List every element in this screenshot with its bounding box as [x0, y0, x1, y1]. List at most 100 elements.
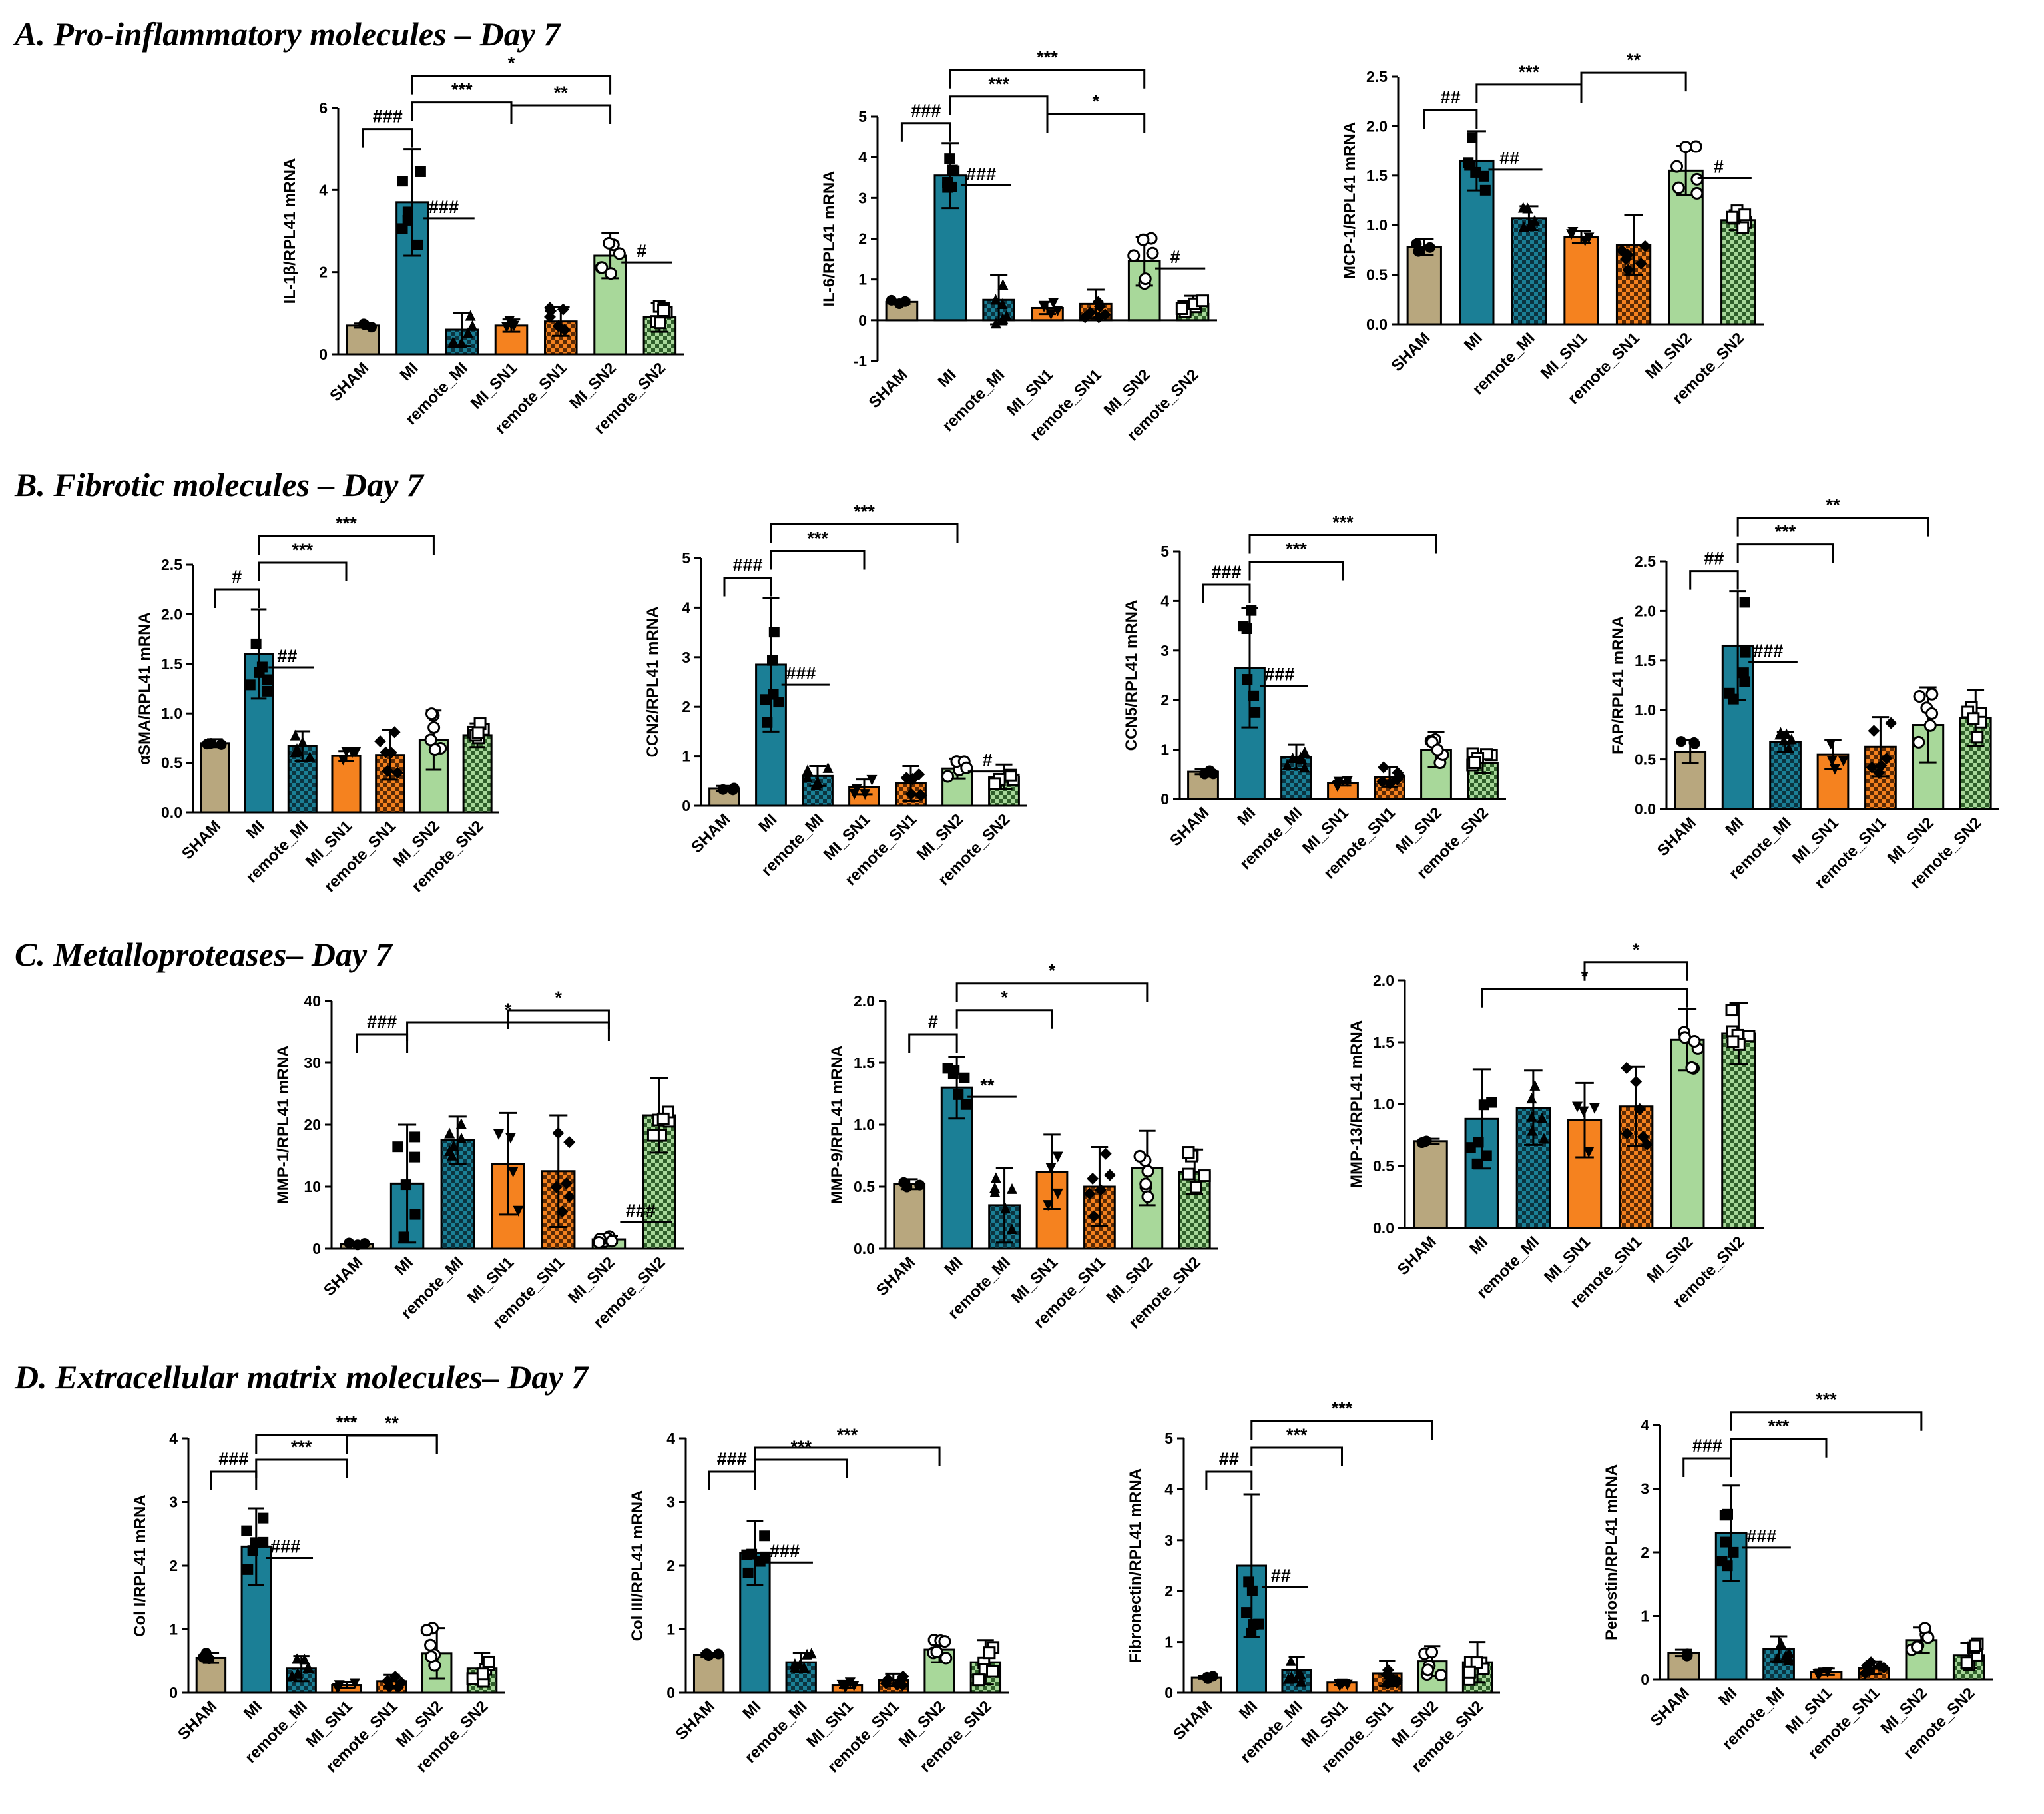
significance-label: **: [385, 1413, 399, 1433]
significance-label: ***: [1775, 522, 1796, 542]
data-point-MI_SN2: [930, 1645, 943, 1658]
significance-label: *: [1093, 91, 1100, 111]
data-point-MI_SN2: [425, 707, 438, 721]
data-point-MI: [742, 1567, 754, 1578]
y-tick-label: 3: [1160, 642, 1169, 659]
y-tick-label: 0.5: [1635, 751, 1656, 768]
significance-label: ###: [429, 197, 459, 217]
data-point-MI: [402, 214, 413, 226]
data-point-SHAM: [894, 298, 905, 310]
data-point-remote_MI: [447, 336, 459, 348]
significance-bracket: [346, 1434, 438, 1454]
data-point-MI_SN2: [1679, 141, 1692, 154]
data-point-remote_SN1: [897, 1670, 909, 1683]
x-tick-label: MI_SN2: [1643, 1233, 1696, 1286]
y-tick-label: 1.0: [854, 1116, 875, 1133]
data-point-MI_SN1: [493, 1129, 504, 1140]
data-point-remote_SN1: [382, 764, 394, 777]
data-point-SHAM: [914, 1179, 925, 1191]
data-point-remote_SN1: [552, 320, 565, 332]
y-tick-label: 4: [682, 599, 690, 616]
y-tick-label: 2: [319, 264, 328, 281]
significance-bracket: [955, 982, 1149, 1002]
data-point-remote_SN2: [1968, 1639, 1981, 1652]
data-point-MI_SN2: [1421, 1663, 1435, 1677]
data-point-MI: [415, 166, 426, 177]
y-tick-label: 0: [1641, 1671, 1649, 1688]
data-point-remote_SN1: [1641, 1138, 1653, 1151]
significance-label: ***: [336, 513, 357, 533]
significance-label: ***: [1332, 513, 1354, 533]
significance-label: ###: [911, 101, 941, 121]
data-point-MI_SN1: [1043, 1200, 1054, 1211]
significance-label: ***: [988, 74, 1009, 94]
significance-label: *: [555, 988, 562, 1008]
data-point-remote_SN1: [1087, 1172, 1099, 1185]
data-point-MI_SN1: [836, 1679, 848, 1691]
data-point-MI_SN2: [420, 1624, 433, 1637]
x-tick-label: SHAM: [1170, 1697, 1216, 1743]
y-axis-label: CCN5/RPL41 mRNA: [1123, 600, 1141, 751]
data-point-remote_SN1: [891, 1678, 903, 1691]
data-point-remote_MI: [290, 729, 301, 741]
data-point-MI_SN1: [1342, 776, 1353, 787]
bar-MI_SN1: [1563, 236, 1599, 326]
data-point-MI_SN1: [1822, 1667, 1833, 1678]
data-point-remote_MI: [822, 762, 834, 773]
data-point-remote_MI: [291, 743, 302, 755]
data-point-SHAM: [1199, 768, 1210, 780]
x-tick-label: MI: [391, 1253, 417, 1279]
data-point-remote_MI: [1772, 1653, 1783, 1664]
data-point-remote_SN2: [988, 777, 1001, 790]
data-point-remote_SN1: [1093, 300, 1106, 313]
data-point-MI_SN1: [1829, 764, 1840, 775]
data-point-MI: [1470, 166, 1481, 178]
data-point-MI: [944, 153, 955, 164]
data-point-MI_SN2: [1689, 140, 1702, 153]
significance-label: ***: [1816, 1390, 1837, 1410]
significance-bracket: [1046, 113, 1146, 133]
y-tick-label: 5: [682, 549, 690, 567]
x-tick-label: MI: [935, 366, 960, 391]
data-point-MI: [947, 164, 958, 176]
data-point-remote_MI: [989, 1186, 1001, 1197]
significance-bracket: [754, 1458, 848, 1478]
x-tick-label: MI: [243, 817, 268, 842]
data-point-remote_SN1: [1639, 240, 1651, 252]
data-point-MI: [262, 685, 273, 697]
data-point-remote_SN2: [986, 1665, 999, 1678]
data-point-remote_MI: [1526, 1093, 1537, 1104]
y-tick-label: 2: [666, 1557, 675, 1574]
data-point-MI_SN2: [1137, 233, 1150, 246]
y-axis-label: Col III/RPL41 mRNA: [629, 1490, 646, 1642]
data-point-remote_MI: [1299, 746, 1310, 757]
data-point-remote_MI: [1299, 762, 1310, 773]
y-axis-label: αSMA/RPL41 mRNA: [136, 612, 154, 764]
data-point-MI_SN1: [1579, 235, 1591, 246]
data-point-MI: [1241, 1607, 1252, 1618]
significance-label: **: [1826, 495, 1840, 515]
data-point-MI_SN2: [1133, 1149, 1147, 1163]
data-point-remote_SN2: [1725, 1004, 1738, 1017]
data-point-remote_SN1: [1868, 725, 1880, 737]
significance-label: ***: [1286, 1425, 1308, 1445]
data-point-remote_SN1: [557, 303, 569, 316]
data-point-remote_SN1: [1083, 1187, 1096, 1200]
data-point-MI: [402, 206, 413, 218]
data-point-remote_SN1: [913, 768, 925, 781]
data-point-remote_SN1: [1885, 717, 1898, 729]
significance-label: **: [1627, 50, 1641, 70]
data-point-MI_SN2: [425, 1650, 438, 1663]
data-point-remote_SN2: [646, 1129, 660, 1142]
data-point-MI_SN2: [1672, 181, 1685, 194]
data-point-MI_SN2: [593, 1236, 606, 1249]
significance-label: ***: [1519, 62, 1540, 82]
data-point-remote_MI: [444, 1127, 455, 1139]
data-point-MI_SN1: [334, 1680, 345, 1691]
significance-label: ###: [1211, 562, 1241, 582]
y-tick-label: 0.0: [161, 804, 182, 821]
x-tick-label: MI_SN1: [1537, 329, 1591, 382]
x-tick-label: MI: [1461, 329, 1486, 354]
data-point-SHAM: [216, 739, 227, 750]
